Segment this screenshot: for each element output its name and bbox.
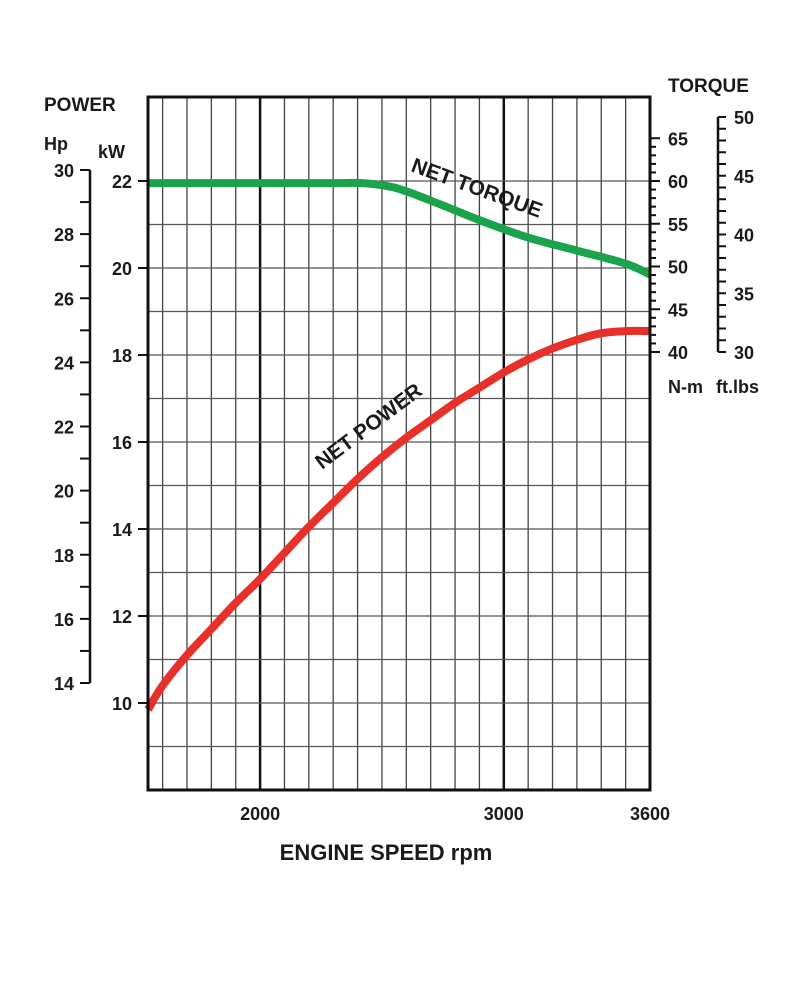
nm-unit-label: N-m [668, 377, 703, 397]
x-tick-label: 3600 [630, 804, 670, 824]
hp-tick-label: 24 [54, 353, 74, 373]
ftlbs-tick-label: 50 [734, 108, 754, 128]
nm-tick-label: 40 [668, 343, 688, 363]
x-tick-label: 2000 [240, 804, 280, 824]
nm-tick-label: 65 [668, 129, 688, 149]
kw-tick-label: 10 [112, 694, 132, 714]
kw-unit-label: kW [98, 142, 125, 162]
hp-tick-label: 14 [54, 674, 74, 694]
hp-tick-label: 22 [54, 418, 74, 438]
kw-tick-label: 18 [112, 346, 132, 366]
kw-tick-label: 20 [112, 259, 132, 279]
hp-tick-label: 16 [54, 610, 74, 630]
series-line-net-power [144, 326, 651, 712]
series-line-net-torque [147, 178, 652, 279]
grid [148, 97, 650, 790]
kw-tick-label: 12 [112, 607, 132, 627]
series-label-net-power: NET POWER [311, 379, 426, 474]
ftlbs-tick-label: 30 [734, 343, 754, 363]
kw-tick-label: 22 [112, 172, 132, 192]
x-tick-label: 3000 [484, 804, 524, 824]
ftlbs-tick-label: 45 [734, 167, 754, 187]
kw-tick-label: 16 [112, 433, 132, 453]
hp-unit-label: Hp [44, 134, 68, 154]
ftlbs-unit-label: ft.lbs [716, 377, 759, 397]
plot-frame [146, 95, 652, 792]
nm-tick-label: 55 [668, 215, 688, 235]
kw-tick-label: 14 [112, 520, 132, 540]
hp-tick-label: 18 [54, 546, 74, 566]
series-label-net-torque: NET TORQUE [408, 154, 545, 223]
hp-tick-label: 26 [54, 289, 74, 309]
ftlbs-tick-label: 35 [734, 284, 754, 304]
hp-tick-label: 28 [54, 225, 74, 245]
x-axis-title: ENGINE SPEED rpm [280, 840, 493, 865]
ftlbs-tick-label: 40 [734, 226, 754, 246]
nm-tick-label: 45 [668, 300, 688, 320]
hp-tick-label: 30 [54, 161, 74, 181]
nm-tick-label: 60 [668, 172, 688, 192]
axes: 2000 3000 3600 10 12 14 16 18 20 22 14 16 18 20 22 24 26… [54, 108, 754, 824]
nm-tick-label: 50 [668, 258, 688, 278]
left-axis-title: POWER [44, 95, 116, 116]
series-layer [144, 178, 652, 712]
right-axis-title: TORQUE [668, 76, 749, 97]
hp-tick-label: 20 [54, 482, 74, 502]
